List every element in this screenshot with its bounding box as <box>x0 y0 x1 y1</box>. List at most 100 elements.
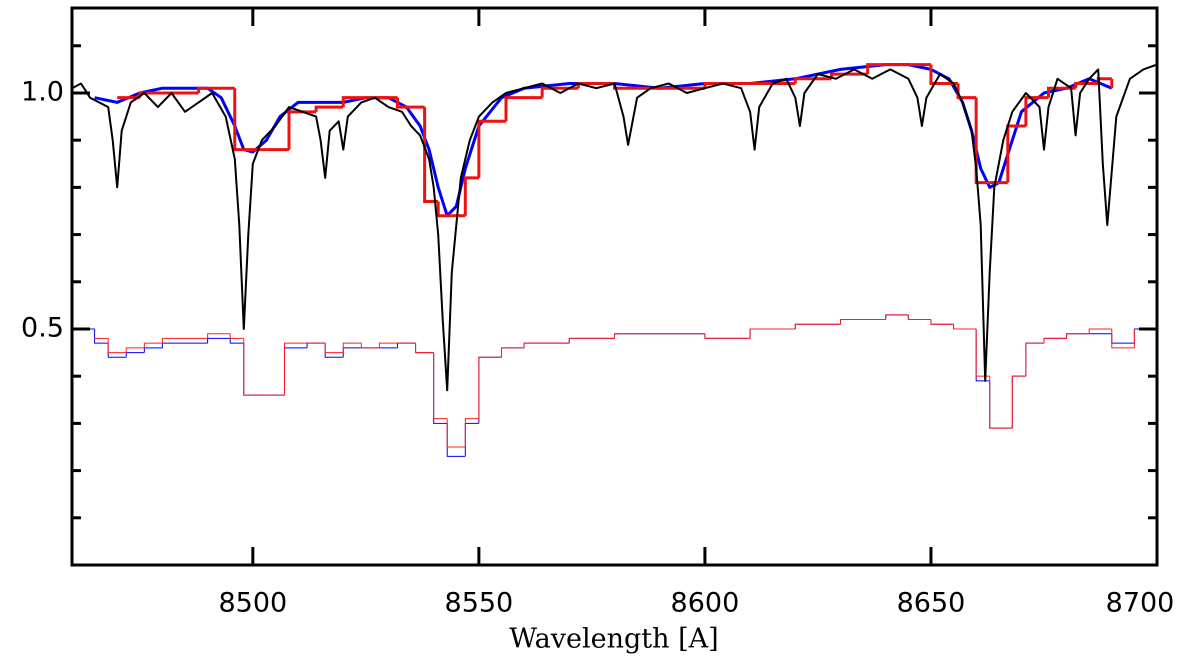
step-segment <box>287 110 317 150</box>
step-segment <box>1111 328 1135 349</box>
step-segment <box>161 342 186 348</box>
step-segment <box>143 347 163 353</box>
step-segment <box>125 347 145 353</box>
step-segment <box>568 337 615 344</box>
step-segment <box>703 82 751 89</box>
step-segment <box>207 337 231 344</box>
step-segment <box>229 338 244 344</box>
step-segment <box>1025 342 1044 377</box>
step-segment <box>478 356 502 419</box>
step-segment <box>436 201 452 218</box>
step-segment <box>1066 333 1090 339</box>
step-segment <box>614 333 660 339</box>
step-segment <box>885 314 909 320</box>
step-segment <box>907 314 931 321</box>
step-segment <box>523 342 570 348</box>
x-tick-label: 8500 <box>218 588 287 619</box>
step-segment <box>477 119 506 178</box>
step-segment <box>1024 96 1049 127</box>
step-segment <box>1111 333 1135 344</box>
step-segment <box>704 333 751 339</box>
spectrum-line <box>71 63 1158 392</box>
step-segment <box>433 352 448 420</box>
step-segment <box>907 314 931 321</box>
step-segment <box>207 333 231 339</box>
step-segment <box>840 319 886 325</box>
step-segment <box>324 343 344 354</box>
x-tick-label: 8700 <box>1106 588 1175 619</box>
step-segment <box>614 333 660 339</box>
step-segment <box>233 88 267 152</box>
step-segment <box>283 342 308 396</box>
step-segment <box>415 343 434 354</box>
step-segment <box>464 422 479 457</box>
step-segment <box>956 83 977 100</box>
step-segment <box>1025 342 1044 377</box>
step-segment <box>197 86 235 93</box>
x-axis-label: Wavelength [A] <box>509 624 718 655</box>
step-segment <box>342 347 362 358</box>
step-segment <box>504 96 543 122</box>
step-segment <box>794 323 841 329</box>
step-segment <box>306 342 326 348</box>
step-segment <box>953 324 977 330</box>
step-segment <box>1011 375 1026 429</box>
step-segment <box>324 343 344 358</box>
step-segment <box>1066 333 1090 339</box>
step-segment <box>360 343 380 349</box>
step-segment <box>314 105 344 112</box>
step-segment <box>1133 328 1157 344</box>
step-segment <box>1043 337 1067 344</box>
step-segment <box>540 86 579 98</box>
step-segment <box>974 97 990 185</box>
step-segment <box>930 319 954 325</box>
step-segment <box>929 64 959 86</box>
step-segment <box>446 418 466 448</box>
step-segment <box>378 342 398 348</box>
step-segment <box>342 342 362 353</box>
step-segment <box>953 324 977 330</box>
step-segment <box>930 319 954 325</box>
step-segment <box>161 337 186 344</box>
step-segment <box>243 338 267 396</box>
step-segment <box>229 333 244 339</box>
step-segment <box>107 338 127 354</box>
y-tick-label: 1.0 <box>21 76 64 107</box>
step-segment <box>341 96 371 108</box>
step-segment <box>866 63 909 75</box>
step-segment <box>125 352 145 358</box>
step-segment <box>478 356 502 424</box>
step-segment <box>500 347 525 358</box>
step-segment <box>1074 82 1099 89</box>
step-segment <box>749 328 796 339</box>
x-tick-label: 8550 <box>445 588 514 619</box>
step-segment <box>283 347 308 396</box>
step-segment <box>1043 337 1067 344</box>
step-segment <box>1006 124 1026 183</box>
step-segment <box>423 107 439 204</box>
step-segment <box>396 97 425 109</box>
step-segment <box>500 347 525 358</box>
step-segment <box>840 319 886 325</box>
step-segment <box>568 337 615 344</box>
step-segment <box>94 328 109 344</box>
step-segment <box>1011 375 1026 429</box>
step-segment <box>143 342 163 348</box>
plot-frame <box>70 6 1159 567</box>
step-segment <box>243 343 267 396</box>
y-tick-label: 0.5 <box>21 312 64 343</box>
step-segment <box>463 176 479 216</box>
step-segment <box>989 376 1013 429</box>
step-segment <box>749 328 796 339</box>
step-segment <box>1088 328 1112 334</box>
step-segment <box>107 343 127 358</box>
step-segment <box>397 342 416 348</box>
step-segment <box>704 333 751 339</box>
step-segment <box>523 342 570 348</box>
step-segment <box>1047 86 1076 98</box>
step-segment <box>415 343 434 354</box>
x-tick-label: 8650 <box>897 588 966 619</box>
step-segment <box>989 380 1013 429</box>
step-segment <box>446 423 466 457</box>
